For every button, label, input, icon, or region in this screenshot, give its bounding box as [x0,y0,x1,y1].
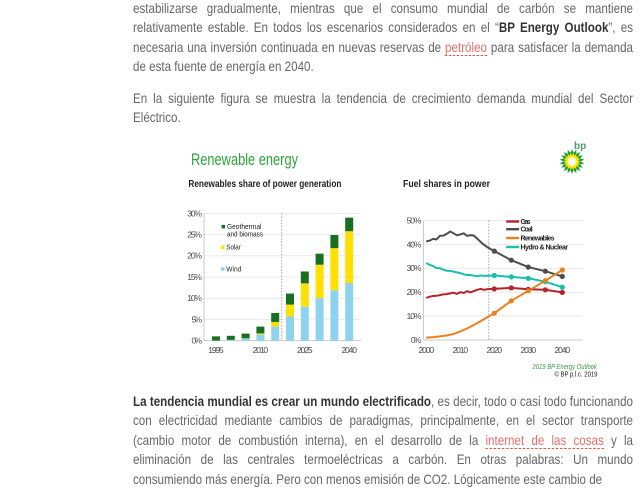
svg-text:© BP p.l.c. 2019: © BP p.l.c. 2019 [555,370,598,378]
svg-text:25%: 25% [187,230,202,240]
svg-text:Renewables: Renewables [521,236,555,243]
svg-text:2040: 2040 [341,345,357,355]
svg-text:2020: 2020 [487,345,503,355]
svg-text:Gas: Gas [521,219,531,226]
svg-text:10%: 10% [407,311,422,321]
svg-text:2010: 2010 [453,345,469,355]
svg-text:Geothermal: Geothermal [227,224,262,231]
svg-text:30%: 30% [187,208,202,218]
svg-text:Coal: Coal [521,227,533,234]
svg-text:and biomass: and biomass [227,231,263,238]
svg-text:2019 BP Energy Outlook: 2019 BP Energy Outlook [532,362,598,371]
svg-text:1995: 1995 [208,345,224,355]
svg-text:Renewables share of power gene: Renewables share of power generation [188,179,341,190]
svg-text:Hydro & Nuclear: Hydro & Nuclear [521,245,569,252]
svg-text:50%: 50% [407,215,422,225]
svg-text:2000: 2000 [419,345,435,355]
svg-text:10%: 10% [187,293,202,303]
svg-text:20%: 20% [187,251,202,261]
svg-text:2025: 2025 [297,345,313,355]
svg-text:Fuel shares in power: Fuel shares in power [403,179,490,190]
svg-text:0%: 0% [192,336,203,346]
svg-text:2040: 2040 [555,345,571,355]
svg-text:20%: 20% [407,287,422,297]
svg-text:Wind: Wind [226,266,241,273]
svg-text:30%: 30% [407,263,422,273]
svg-text:15%: 15% [187,272,202,282]
svg-text:2030: 2030 [521,345,537,355]
svg-text:40%: 40% [407,239,422,249]
svg-text:Solar: Solar [226,245,241,252]
svg-text:2010: 2010 [253,345,269,355]
svg-text:0%: 0% [411,335,422,345]
svg-text:5%: 5% [192,314,203,324]
svg-text:Renewable energy: Renewable energy [191,151,299,169]
